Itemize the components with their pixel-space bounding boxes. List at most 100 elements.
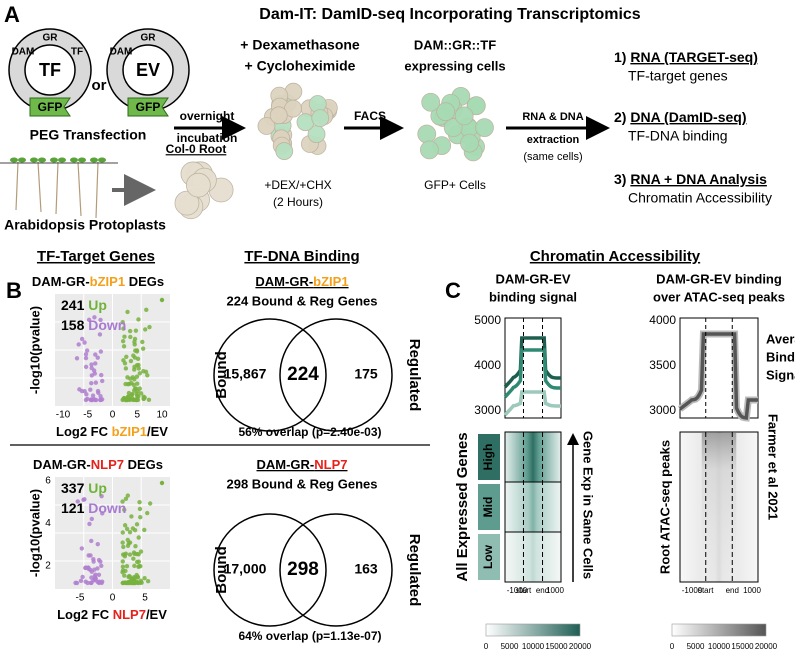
volcano-point <box>93 380 99 385</box>
volcano-point <box>159 297 165 303</box>
volcano-point <box>140 346 146 351</box>
scale-label: 15000 <box>545 642 568 651</box>
tick-label: -1000 <box>682 586 703 595</box>
deg-title: DAM-GR-NLP7 DEGs <box>33 457 163 472</box>
venn-count: 175 <box>354 366 378 382</box>
volcano-point <box>100 511 105 516</box>
venn-count: 17,000 <box>224 561 267 577</box>
step-label: (same cells) <box>523 151 582 163</box>
tick-label: 5 <box>134 410 140 421</box>
cell <box>417 124 437 144</box>
group-label: High <box>481 444 495 471</box>
volcano-point <box>132 367 137 372</box>
volcano-point <box>136 366 141 371</box>
volcano-point <box>137 371 143 376</box>
volcano-point <box>75 499 80 504</box>
profile-frame <box>504 317 562 419</box>
group-box <box>478 434 500 480</box>
volcano-point <box>122 573 127 578</box>
output-heading-part: 2) <box>614 109 630 125</box>
group-box <box>478 534 500 580</box>
volcano-point <box>122 523 128 528</box>
seedling-leaf <box>78 157 86 163</box>
volcano-point <box>132 527 138 533</box>
tick-label: 0 <box>110 593 116 604</box>
volcano-point <box>147 324 152 330</box>
volcano-point <box>90 393 96 398</box>
volcano-point <box>74 356 80 361</box>
volcano-point <box>95 388 101 394</box>
volcano-point <box>93 361 98 366</box>
volcano-point <box>147 501 153 506</box>
venn-circle <box>213 318 327 432</box>
overlap-note: 56% overlap (p=2.40e-03) <box>238 425 381 439</box>
venn-overlap: 224 <box>287 364 319 385</box>
seedling-leaf <box>18 157 26 163</box>
step-label: extraction <box>527 134 580 146</box>
volcano-point <box>159 480 165 486</box>
volcano-point <box>128 376 133 381</box>
cell <box>436 102 456 122</box>
volcano-point <box>134 348 140 353</box>
volcano-point <box>142 527 147 533</box>
profile-line <box>678 332 758 420</box>
volcano-point <box>131 550 137 555</box>
volcano-point <box>122 395 127 401</box>
volcano-point <box>146 397 152 402</box>
output-heading-part: DNA (DamID-seq) <box>630 109 746 125</box>
volcano-point <box>92 315 97 320</box>
seedling-leaf <box>90 157 98 163</box>
side-label: All Expressed Genes <box>454 432 471 581</box>
deg-title-part: NLP7 <box>91 457 124 472</box>
plasmid-segment: DAM <box>12 47 35 58</box>
legend-text: Binding <box>766 349 795 364</box>
expressing-label: expressing cells <box>404 58 505 73</box>
figure-title: Dam-IT: DamID-seq Incorporating Transcri… <box>259 6 641 23</box>
volcano-point <box>120 569 125 575</box>
tick-label: 1000 <box>743 586 761 595</box>
volcano-point <box>127 552 133 557</box>
volcano-point <box>79 336 85 342</box>
scale-label: 5000 <box>501 642 519 651</box>
venn-circle <box>213 513 327 627</box>
tick-label: 4 <box>45 518 51 529</box>
output-desc: Chromatin Accessibility <box>628 190 772 206</box>
scale-label: 20000 <box>755 642 778 651</box>
tick-label: end <box>726 586 739 595</box>
section-heading: TF-Target Genes <box>37 248 155 265</box>
cell <box>475 118 494 138</box>
volcano-point <box>91 368 97 373</box>
treatment-note: (2 Hours) <box>273 195 323 209</box>
venn-side-label: Regulated <box>406 339 423 412</box>
volcano-point <box>132 339 137 345</box>
down-count-part: Down <box>84 500 126 516</box>
heatmap-shade <box>701 433 737 581</box>
tick-label: 4000 <box>649 313 676 327</box>
group-label: Low <box>481 544 495 569</box>
volcano-point <box>138 391 144 396</box>
volcano-point <box>120 499 125 504</box>
volcano-point <box>86 317 92 323</box>
x-axis-label-part: bZIP1 <box>112 424 147 439</box>
tick-label: -5 <box>76 593 85 604</box>
deg-title: DAM-GR-bZIP1 DEGs <box>32 274 164 289</box>
gfp-label: GFP <box>136 100 161 114</box>
scale-label: 15000 <box>731 642 754 651</box>
volcano-point <box>142 575 147 581</box>
volcano-point <box>95 355 100 360</box>
volcano-point <box>89 373 94 378</box>
volcano-point <box>125 309 130 315</box>
x-axis-label-part: /EV <box>146 607 167 622</box>
output-desc: TF-DNA binding <box>628 128 728 144</box>
heatmap-block <box>504 531 562 583</box>
up-count-part: Up <box>84 480 107 496</box>
deg-title-part: bZIP1 <box>90 274 125 289</box>
volcano-point <box>98 394 103 399</box>
up-count: 337 Up <box>61 480 107 496</box>
plot-title: DAM-GR-EV binding <box>656 271 782 286</box>
down-count: 158 Down <box>61 317 126 333</box>
x-axis-label-part: /EV <box>147 424 168 439</box>
volcano-point <box>137 506 143 512</box>
volcano-point <box>135 388 140 394</box>
